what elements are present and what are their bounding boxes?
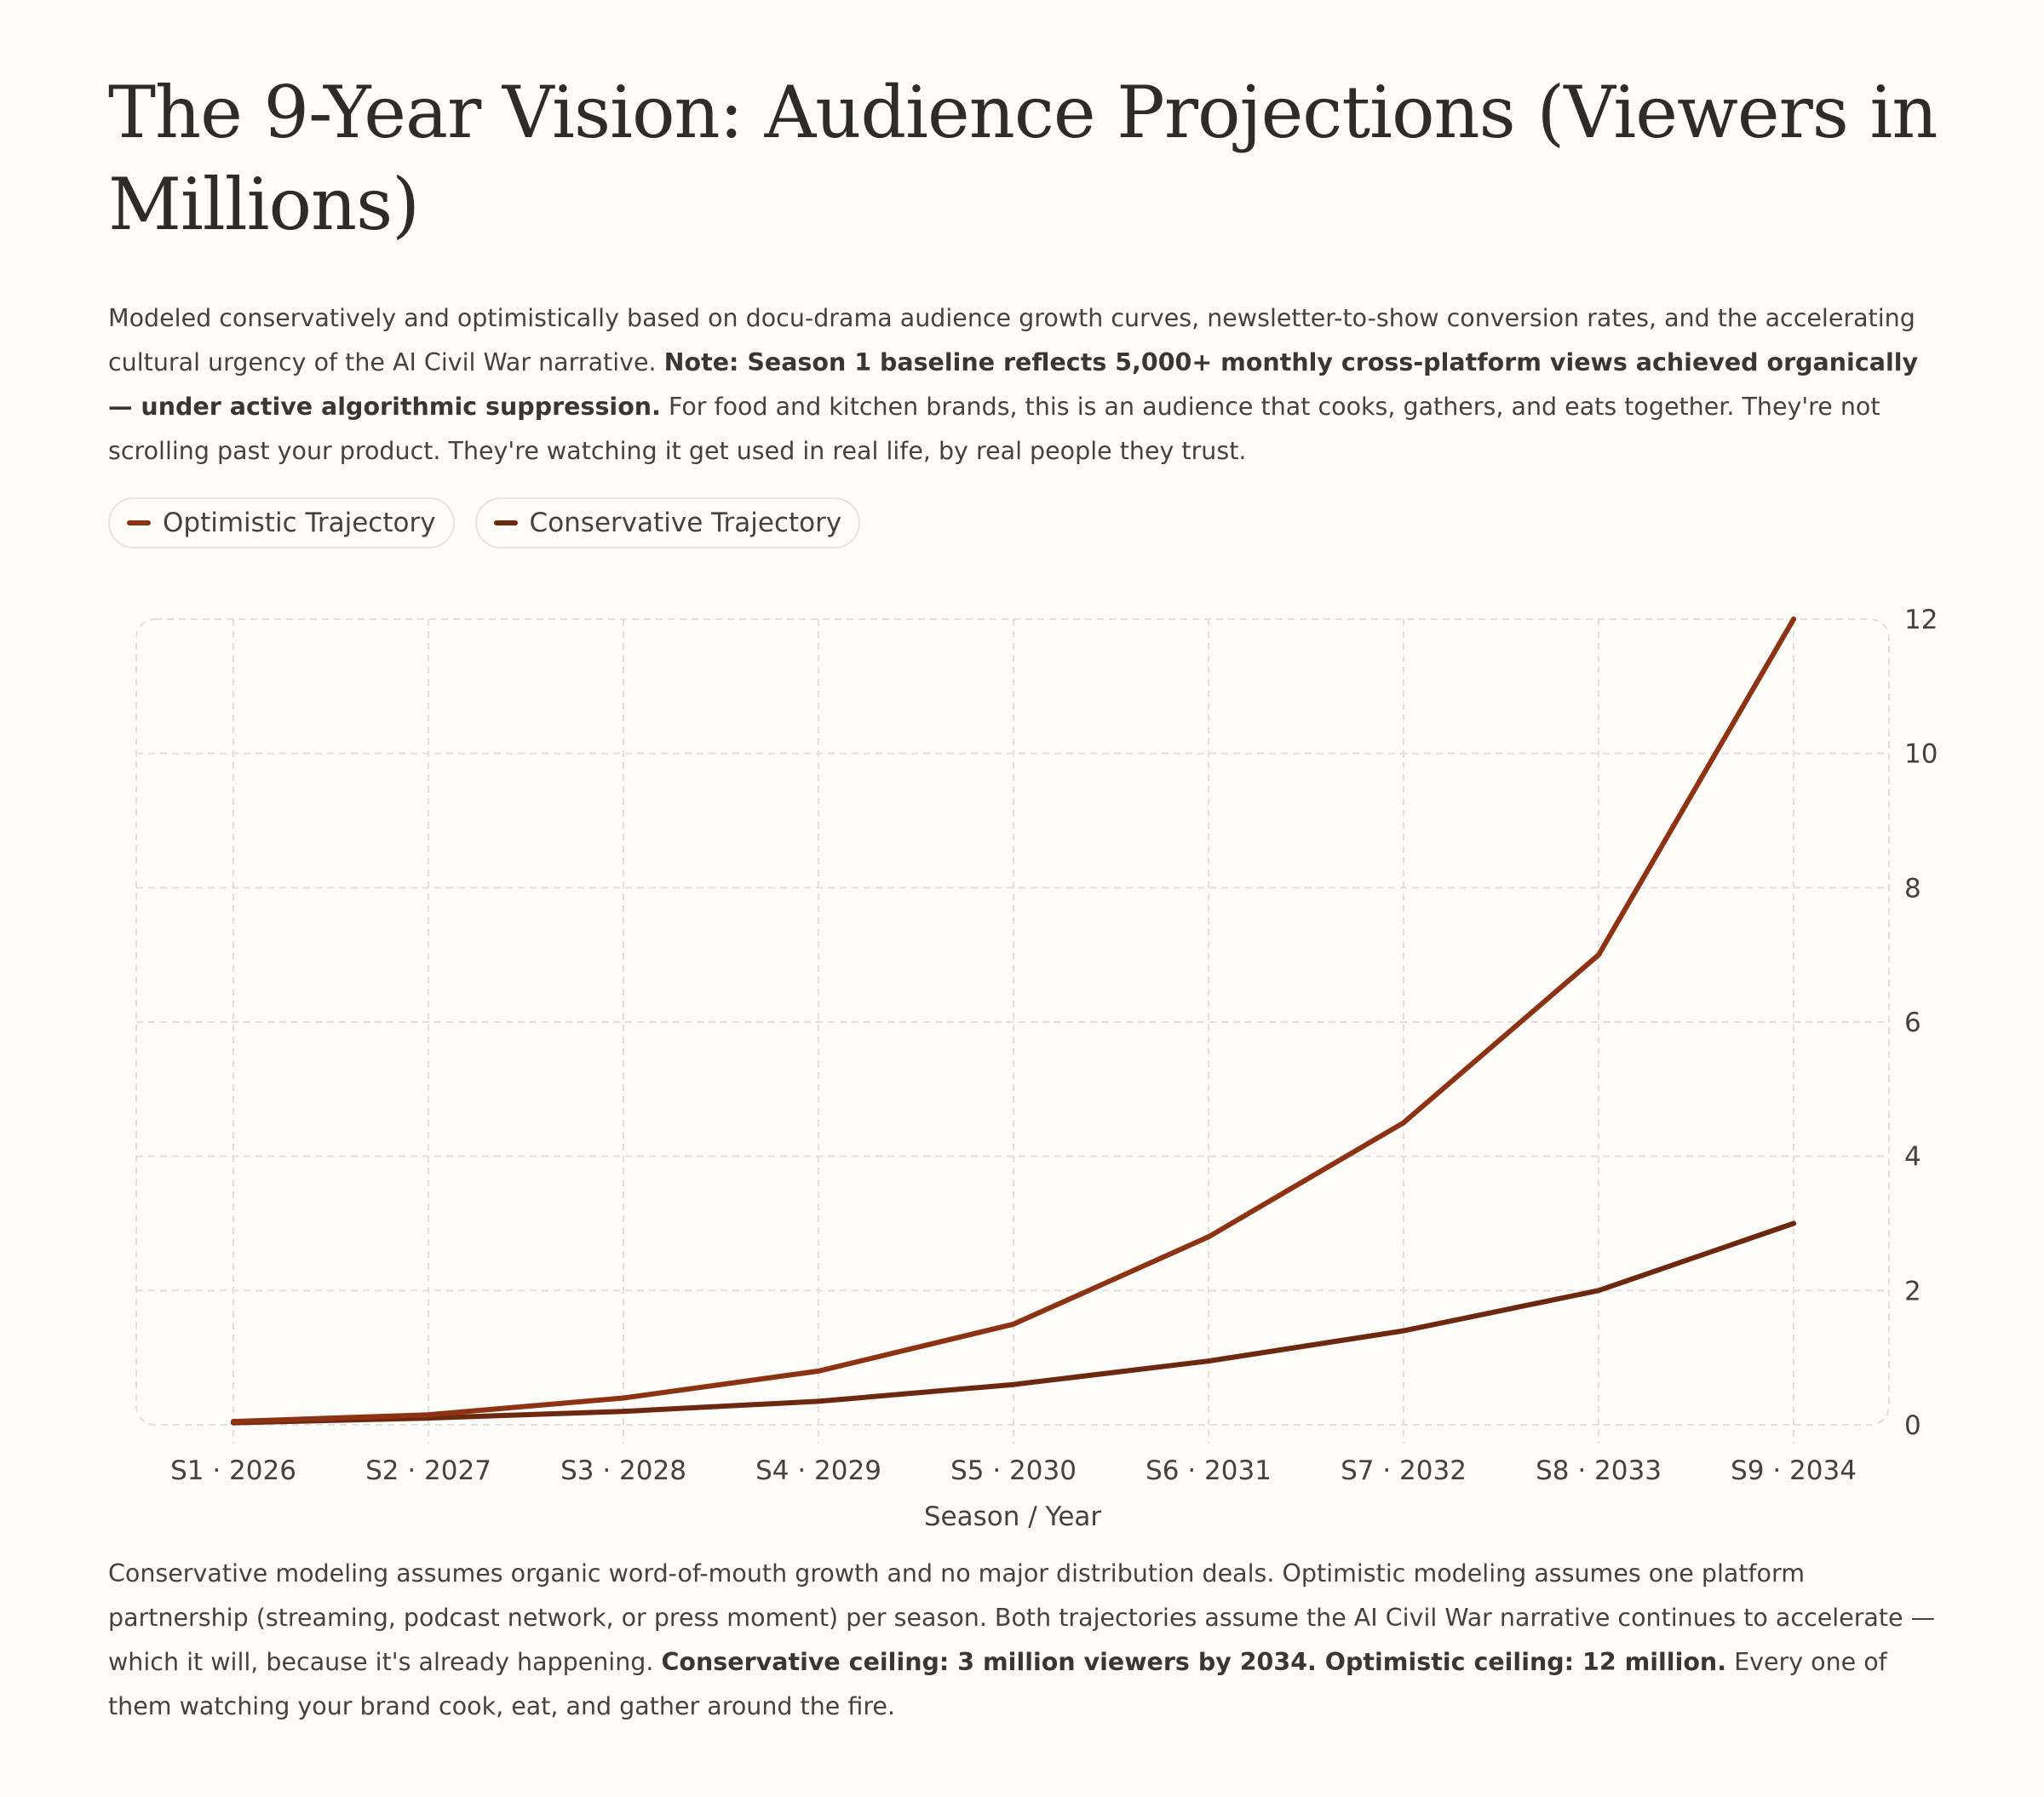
- data-point: [816, 1368, 821, 1374]
- x-tick-label: S3 · 2028: [560, 1455, 686, 1486]
- data-point: [1401, 1120, 1406, 1126]
- legend-label: Conservative Trajectory: [529, 508, 842, 538]
- y-tick-label: 8: [1904, 873, 1921, 904]
- data-point: [621, 1409, 626, 1415]
- legend-swatch-optimistic: [127, 520, 151, 525]
- y-tick-label: 2: [1904, 1276, 1921, 1306]
- x-tick-label: S7 · 2032: [1341, 1455, 1467, 1486]
- y-tick-label: 4: [1904, 1142, 1921, 1173]
- outro-text-2: Every one of them watching your brand co…: [108, 1648, 1887, 1720]
- chart-legend: Optimistic Trajectory Conservative Traje…: [108, 497, 861, 548]
- data-point: [1011, 1321, 1016, 1327]
- data-point: [1791, 1220, 1796, 1226]
- legend-item-optimistic[interactable]: Optimistic Trajectory: [108, 497, 455, 548]
- intro-bold-note: Note: Season 1 baseline reflects 5,000+ …: [108, 348, 1919, 421]
- y-tick-label: 6: [1904, 1008, 1921, 1038]
- legend-swatch-conservative: [493, 520, 518, 525]
- x-tick-label: S5 · 2030: [950, 1455, 1077, 1486]
- data-point: [1596, 1288, 1601, 1294]
- data-point: [231, 1419, 236, 1425]
- data-point: [1206, 1234, 1211, 1240]
- data-point: [1596, 952, 1601, 958]
- intro-text-2: For food and kitchen brands, this is an …: [108, 393, 1880, 465]
- y-tick-label: 12: [1904, 605, 1938, 635]
- legend-item-conservative[interactable]: Conservative Trajectory: [474, 497, 861, 548]
- outro-text: Conservative modeling assumes organic wo…: [108, 1559, 1936, 1676]
- x-tick-label: S9 · 2034: [1731, 1455, 1857, 1486]
- line-chart: 0 2 4 6 8 10 12 S1 · 2026 S2 · 2027 S3 · 2028 S4 ·…: [135, 605, 1938, 1532]
- x-tick-label: S1 · 2026: [170, 1455, 296, 1486]
- intro-paragraph: Modeled conservatively and optimisticall…: [108, 296, 1948, 474]
- data-point: [1791, 617, 1796, 622]
- y-tick-label: 10: [1904, 739, 1938, 770]
- data-point: [426, 1412, 431, 1418]
- x-tick-label: S2 · 2027: [365, 1455, 491, 1486]
- legend-label: Optimistic Trajectory: [163, 508, 436, 538]
- outro-bold-note: Conservative ceiling: 3 million viewers …: [661, 1648, 1727, 1676]
- data-point: [621, 1395, 626, 1401]
- data-point: [1206, 1358, 1211, 1364]
- y-tick-label: 0: [1904, 1410, 1921, 1441]
- x-axis-label: Season / Year: [924, 1501, 1102, 1532]
- data-point: [1401, 1328, 1406, 1334]
- x-tick-label: S6 · 2031: [1145, 1455, 1272, 1486]
- outro-paragraph: Conservative modeling assumes organic wo…: [108, 1552, 1948, 1729]
- x-tick-label: S8 · 2033: [1536, 1455, 1662, 1486]
- intro-text: Modeled conservatively and optimisticall…: [108, 304, 1915, 376]
- x-tick-label: S4 · 2029: [755, 1455, 881, 1486]
- data-point: [816, 1398, 821, 1404]
- page-title: The 9-Year Vision: Audience Projections …: [108, 71, 1938, 246]
- data-point: [1011, 1381, 1016, 1387]
